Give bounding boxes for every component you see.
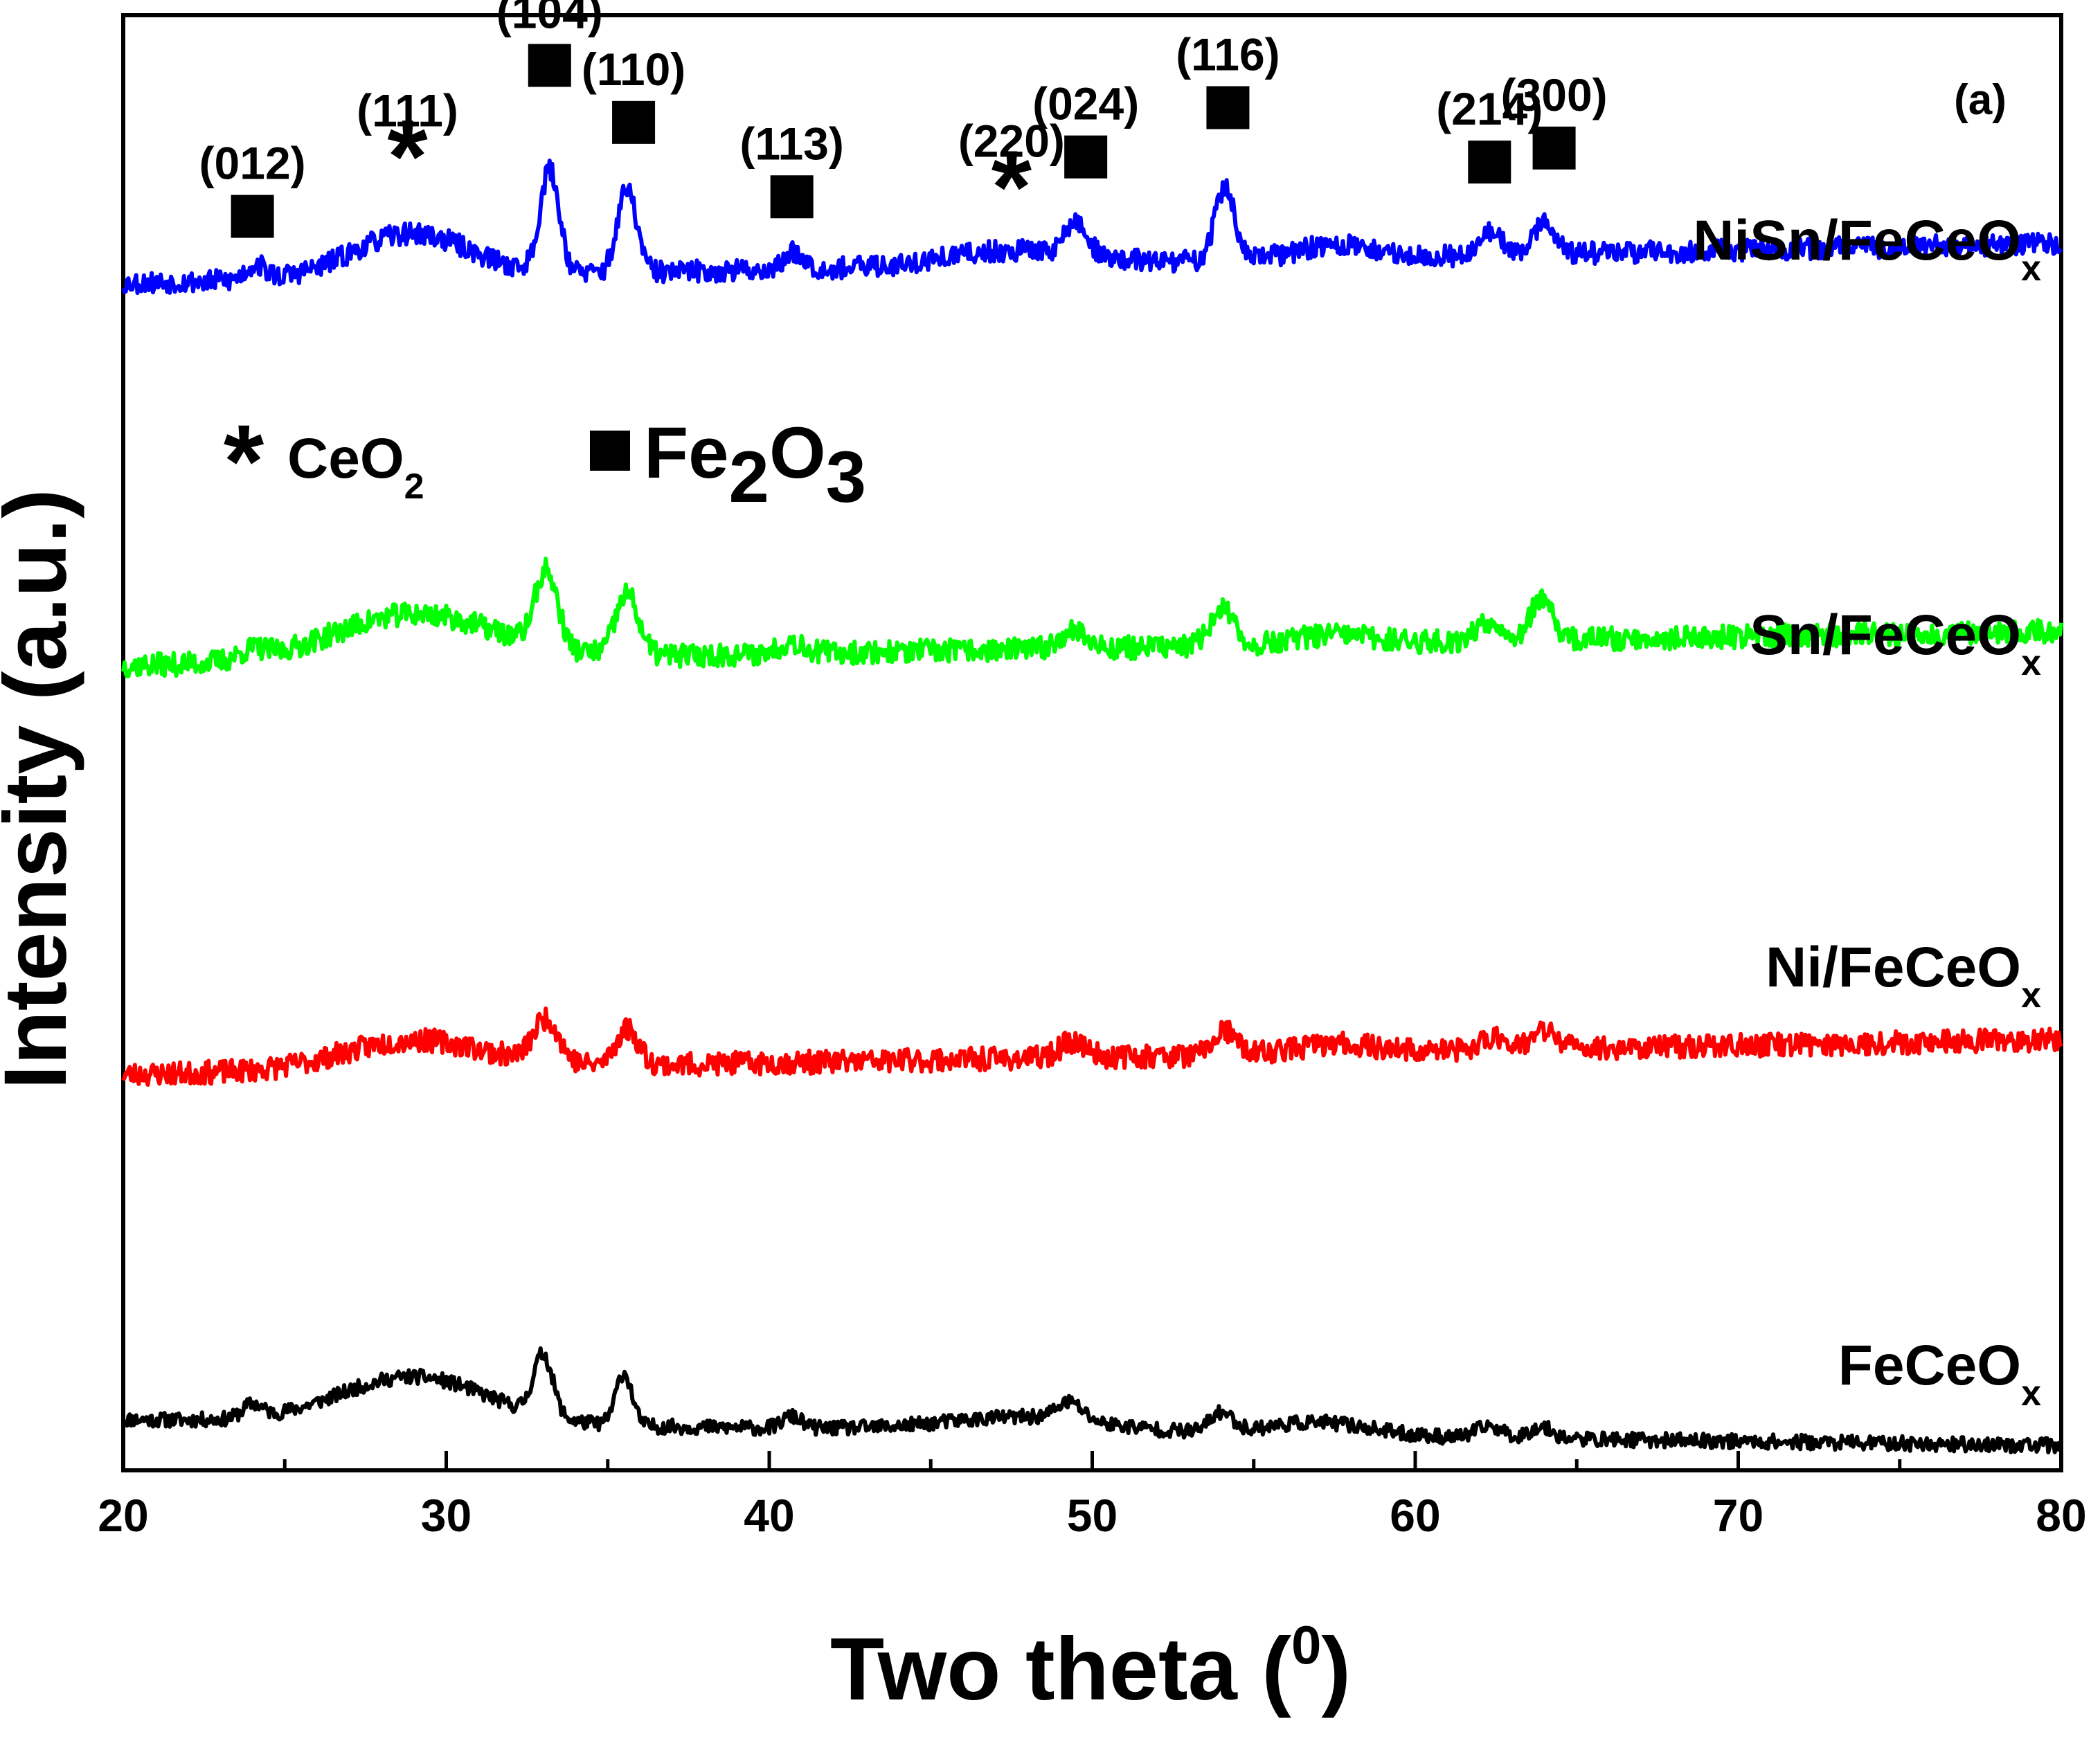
series-label-niSn: NiSn/FeCeOx	[1693, 209, 2041, 289]
x-tick-label: 40	[744, 1490, 794, 1541]
legend-ceo2-star-icon: *	[224, 403, 264, 519]
series-label-ni: Ni/FeCeOx	[1766, 936, 2041, 1016]
fe2o3-square-marker	[1468, 141, 1511, 184]
phase-legend: * CeO2 Fe2O3	[224, 403, 866, 519]
fe2o3-square-marker	[231, 195, 274, 238]
x-tick-label: 60	[1390, 1490, 1440, 1541]
x-tick-label: 50	[1067, 1490, 1118, 1541]
series-line-0	[122, 1346, 2063, 1454]
fe2o3-square-marker	[1532, 126, 1576, 170]
reflection-label: (116)	[1176, 28, 1280, 80]
fe2o3-square-marker	[770, 175, 814, 219]
reflection-label: (024)	[1032, 78, 1139, 129]
series-line-1	[121, 1007, 2063, 1087]
legend-fe2o3-square-icon	[590, 431, 630, 471]
reflection-label: (220)	[958, 116, 1065, 167]
series-line-2	[121, 557, 2063, 678]
series-line-3	[121, 159, 2063, 296]
legend-ceo2-label: CeO2	[287, 427, 424, 507]
x-tick-label: 20	[98, 1490, 148, 1541]
reflection-label: (104)	[496, 0, 603, 38]
fe2o3-square-marker	[1206, 86, 1250, 129]
reflection-label: (113)	[739, 118, 843, 169]
fe2o3-square-marker	[612, 100, 656, 144]
series-group	[121, 159, 2063, 1454]
reflection-label: (110)	[582, 44, 685, 95]
y-axis-title: Intensity (a.u.)	[0, 489, 85, 1090]
fe2o3-square-marker	[528, 44, 571, 87]
ceo2-star-marker: *	[991, 129, 1032, 245]
x-axis-ticks: 20 30 40 50 60 70 80	[98, 1451, 2087, 1541]
panel-label: (a)	[1954, 76, 2007, 124]
reflection-label: (300)	[1501, 69, 1608, 120]
series-label-sn: Sn/FeCeOx	[1750, 604, 2041, 683]
reflection-markers: (012) *(111)(104)(110)(113) *(220)(024)(11…	[199, 0, 1608, 245]
reflection-label: (111)	[357, 84, 458, 136]
series-label-fe: FeCeOx	[1838, 1334, 2041, 1414]
x-tick-label: 30	[421, 1490, 472, 1541]
ceo2-star-marker: *	[387, 98, 428, 214]
x-tick-label: 80	[2036, 1490, 2086, 1541]
reflection-label: (012)	[199, 138, 306, 189]
x-axis-title: Two theta (0)	[830, 1614, 1351, 1719]
reflection-label: (214)	[1436, 83, 1543, 134]
legend-fe2o3-label: Fe2O3	[644, 413, 866, 518]
x-tick-label: 70	[1713, 1490, 1764, 1541]
fe2o3-square-marker	[1064, 135, 1108, 179]
